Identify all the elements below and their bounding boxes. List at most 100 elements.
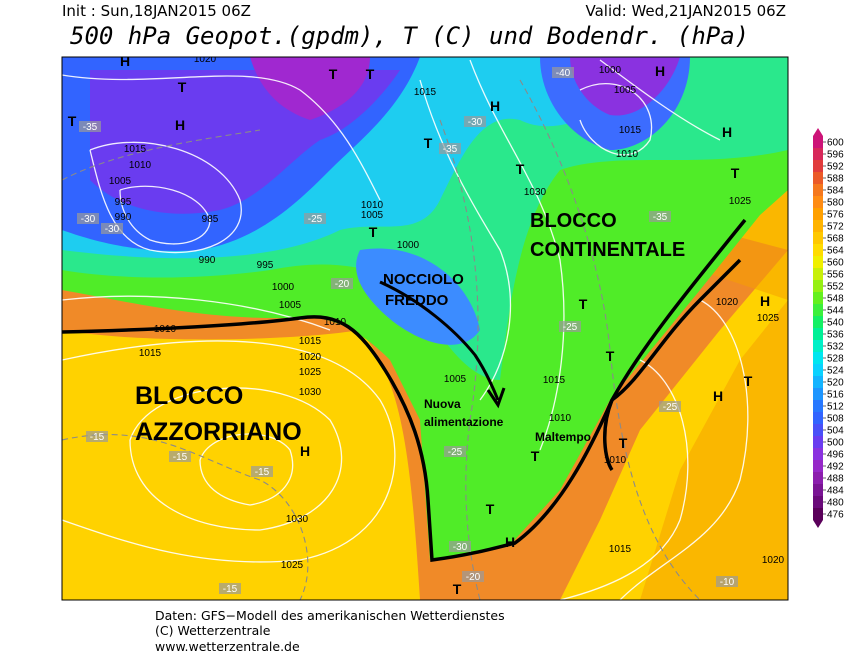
- colorbar-cell: [813, 424, 823, 436]
- temperature-label-box: [439, 143, 461, 154]
- colorbar-label: 600: [827, 138, 844, 149]
- colorbar-label: 572: [827, 222, 844, 233]
- colorbar-label: 576: [827, 210, 844, 221]
- temperature-label-box: [251, 466, 273, 477]
- pressure-label: 1025: [729, 196, 752, 207]
- colorbar-label: 528: [827, 354, 844, 365]
- colorbar-cell: [813, 148, 823, 160]
- pressure-label: 1000: [397, 240, 420, 251]
- pressure-label: 1010: [604, 455, 627, 466]
- pressure-center: T: [366, 66, 375, 82]
- temperature-label: -15: [173, 452, 188, 463]
- colorbar-cell: [813, 448, 823, 460]
- temperature-label: -25: [663, 402, 678, 413]
- footer-line: (C) Wetterzentrale: [155, 623, 271, 638]
- colorbar-label: 484: [827, 486, 844, 497]
- pressure-label: 1025: [281, 560, 304, 571]
- temperature-label-box: [304, 213, 326, 224]
- pressure-label: 1005: [444, 374, 467, 385]
- pressure-center: H: [120, 53, 130, 69]
- pressure-center: T: [453, 581, 462, 597]
- colorbar-cell: [813, 376, 823, 388]
- colorbar-label: 476: [827, 510, 844, 521]
- temperature-label-box: [649, 211, 671, 222]
- temperature-label: -30: [81, 214, 96, 225]
- colorbar-cell: [813, 244, 823, 256]
- pressure-label: 1015: [609, 544, 632, 555]
- annotation: FREDDO: [385, 292, 449, 309]
- colorbar-label: 516: [827, 390, 844, 401]
- pressure-label: 1020: [716, 297, 739, 308]
- pressure-center: T: [516, 161, 525, 177]
- pressure-center: H: [722, 124, 732, 140]
- annotation: AZZORRIANO: [135, 418, 302, 446]
- pressure-center: T: [744, 373, 753, 389]
- temperature-label: -30: [453, 542, 468, 553]
- pressure-label: 985: [202, 214, 219, 225]
- footer-line: Daten: GFS−Modell des amerikanischen Wet…: [155, 608, 505, 623]
- colorbar-cell: [813, 388, 823, 400]
- colorbar-cell: [813, 508, 823, 520]
- temperature-label: -15: [90, 432, 105, 443]
- pressure-center: T: [178, 79, 187, 95]
- colorbar-label: 544: [827, 306, 844, 317]
- temperature-label: -25: [563, 322, 578, 333]
- colorbar-label: 540: [827, 318, 844, 329]
- init-time: Init : Sun,18JAN2015 06Z: [62, 2, 251, 20]
- colorbar-label: 496: [827, 450, 844, 461]
- pressure-center: T: [606, 348, 615, 364]
- pressure-label: 1015: [124, 144, 147, 155]
- pressure-center: T: [731, 165, 740, 181]
- temperature-label: -25: [308, 214, 323, 225]
- colorbar-cell: [813, 472, 823, 484]
- colorbar-label: 552: [827, 282, 844, 293]
- colorbar-cell: [813, 208, 823, 220]
- colorbar-top-cap: [813, 128, 823, 136]
- pressure-label: 1015: [139, 348, 162, 359]
- pressure-center: T: [68, 113, 77, 129]
- temperature-label: -35: [653, 212, 668, 223]
- temperature-label: -10: [720, 577, 735, 588]
- temperature-label-box: [462, 571, 484, 582]
- temperature-label: -35: [443, 144, 458, 155]
- colorbar-label: 480: [827, 498, 844, 509]
- colorbar-cell: [813, 172, 823, 184]
- pressure-label: 1010: [129, 160, 152, 171]
- temperature-label-box: [552, 67, 574, 78]
- colorbar-cell: [813, 196, 823, 208]
- valid-time: Valid: Wed,21JAN2015 06Z: [586, 2, 786, 20]
- pressure-label: 1015: [619, 125, 642, 136]
- colorbar-cell: [813, 292, 823, 304]
- temperature-label-box: [79, 121, 101, 132]
- pressure-center: H: [760, 293, 770, 309]
- pressure-label: 1020: [194, 54, 217, 65]
- temperature-label-box: [169, 451, 191, 462]
- annotation: Nuova: [424, 397, 461, 411]
- colorbar-cell: [813, 436, 823, 448]
- pressure-label: 1020: [762, 555, 785, 566]
- pressure-label: 1010: [324, 317, 347, 328]
- pressure-label: 1010: [361, 200, 384, 211]
- temperature-label: -30: [105, 224, 120, 235]
- temperature-label: -20: [335, 279, 350, 290]
- temperature-label: -15: [223, 584, 238, 595]
- colorbar-label: 584: [827, 186, 844, 197]
- annotation: alimentazione: [424, 415, 504, 429]
- colorbar-cell: [813, 460, 823, 472]
- pressure-center: T: [579, 296, 588, 312]
- pressure-label: 1000: [272, 282, 295, 293]
- pressure-label: 1030: [286, 514, 309, 525]
- pressure-center: H: [655, 63, 665, 79]
- colorbar-cell: [813, 220, 823, 232]
- colorbar-cell: [813, 412, 823, 424]
- temperature-label-box: [464, 116, 486, 127]
- colorbar-label: 556: [827, 270, 844, 281]
- temperature-label-box: [449, 541, 471, 552]
- temperature-label-box: [101, 223, 123, 234]
- pressure-label: 1025: [757, 313, 780, 324]
- pressure-center: T: [531, 448, 540, 464]
- pressure-center: H: [505, 534, 515, 550]
- temperature-label-box: [331, 278, 353, 289]
- temperature-label-box: [559, 321, 581, 332]
